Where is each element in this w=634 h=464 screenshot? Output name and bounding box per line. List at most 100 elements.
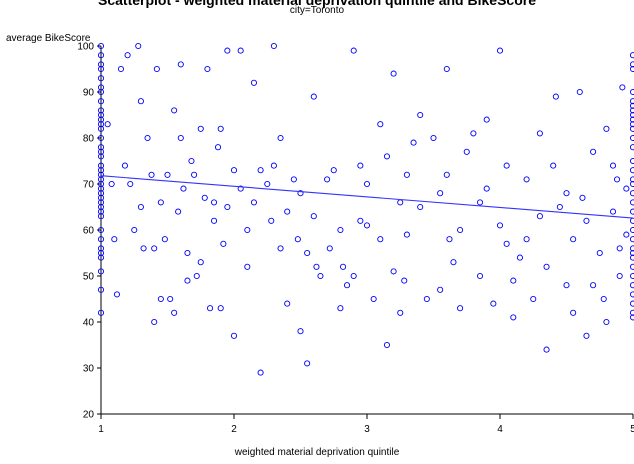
data-point	[629, 61, 634, 68]
data-point	[430, 134, 437, 142]
data-point	[250, 199, 257, 206]
data-point	[552, 93, 559, 100]
data-point	[111, 236, 118, 243]
data-point	[97, 208, 105, 215]
data-point	[403, 231, 410, 238]
data-point	[230, 332, 238, 339]
data-point	[167, 295, 174, 303]
data-point	[397, 309, 404, 316]
x-tick-label: 4	[497, 424, 503, 435]
data-point	[268, 217, 275, 224]
data-point	[383, 153, 391, 160]
data-point	[177, 61, 184, 68]
data-point	[503, 162, 510, 169]
y-tick-label: 70	[83, 180, 95, 191]
data-point	[623, 185, 630, 192]
data-point	[600, 295, 607, 303]
data-point	[180, 185, 187, 192]
data-point	[304, 360, 311, 367]
data-point	[390, 70, 397, 77]
data-point	[377, 236, 384, 243]
data-point	[383, 341, 391, 349]
data-point	[290, 176, 297, 183]
data-point	[97, 98, 105, 105]
data-point	[530, 295, 537, 303]
data-point	[350, 272, 357, 280]
data-point	[97, 309, 105, 316]
data-point	[629, 291, 634, 298]
data-point	[583, 332, 590, 339]
data-point	[161, 236, 168, 243]
x-tick-label: 5	[630, 424, 634, 435]
data-point	[496, 47, 504, 54]
data-point	[623, 231, 630, 238]
data-point	[536, 213, 543, 220]
data-point	[97, 162, 105, 169]
data-point	[191, 171, 198, 178]
data-point	[490, 300, 497, 307]
data-point	[590, 282, 597, 289]
data-point	[97, 171, 105, 178]
data-point	[629, 52, 634, 59]
data-point	[270, 42, 277, 50]
data-point	[220, 240, 227, 247]
data-point	[124, 52, 131, 59]
data-point	[151, 318, 158, 326]
data-point	[523, 176, 530, 183]
data-point	[450, 259, 457, 266]
data-point	[629, 272, 634, 280]
data-point	[377, 121, 384, 128]
data-point	[97, 176, 105, 183]
data-point	[197, 125, 204, 132]
data-point	[610, 162, 617, 169]
data-point	[171, 107, 178, 114]
data-point	[184, 249, 191, 257]
data-point	[629, 199, 634, 206]
data-point	[297, 328, 304, 335]
data-point	[543, 263, 550, 270]
data-point	[343, 282, 351, 289]
data-point	[97, 134, 105, 142]
data-point	[503, 240, 510, 247]
data-point	[629, 65, 634, 73]
data-point	[629, 121, 634, 128]
data-point	[324, 176, 331, 183]
data-point	[310, 213, 317, 220]
data-point	[417, 203, 424, 211]
data-point	[97, 116, 105, 123]
data-point	[175, 208, 182, 215]
chart-subtitle: city=Toronto	[289, 5, 345, 16]
data-point	[148, 171, 155, 178]
data-point	[250, 79, 257, 86]
data-point	[363, 180, 371, 188]
data-point	[277, 134, 284, 142]
data-point	[629, 102, 634, 109]
data-point	[97, 148, 105, 155]
x-tick-label: 1	[98, 424, 104, 435]
data-point	[137, 98, 144, 105]
data-point	[97, 75, 105, 82]
data-point	[117, 65, 124, 73]
data-point	[629, 309, 634, 316]
data-point	[97, 88, 105, 96]
data-point	[550, 162, 557, 169]
data-points	[97, 42, 634, 376]
data-point	[97, 125, 105, 132]
data-point	[97, 268, 105, 275]
y-tick-label: 40	[83, 318, 95, 329]
data-point	[446, 236, 453, 243]
data-point	[230, 167, 238, 174]
data-point	[270, 162, 277, 169]
data-point	[97, 236, 105, 243]
data-point	[476, 199, 484, 206]
data-point	[97, 61, 105, 68]
data-point	[603, 125, 610, 132]
data-point	[97, 65, 105, 73]
data-point	[297, 190, 304, 197]
data-point	[616, 245, 623, 252]
data-point	[357, 162, 364, 169]
data-point	[363, 222, 371, 229]
data-point	[151, 245, 158, 252]
data-point	[244, 263, 251, 270]
data-point	[157, 295, 164, 303]
